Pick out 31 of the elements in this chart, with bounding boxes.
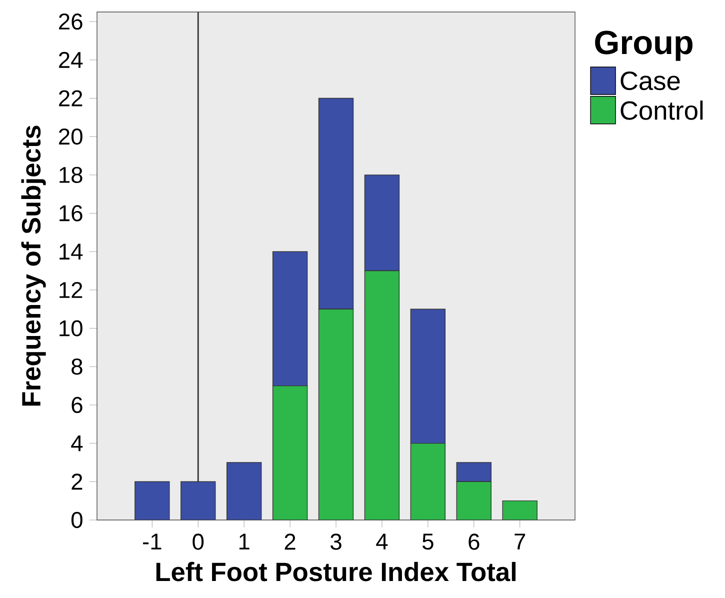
x-axis-title: Left Foot Posture Index Total <box>156 562 516 582</box>
y-tick-label: 24 <box>59 52 83 68</box>
x-tick-label: -1 <box>143 534 162 550</box>
y-tick-label: 4 <box>71 435 83 452</box>
y-axis-title: Frequency of Subjects <box>21 126 46 406</box>
legend-label: Case <box>620 71 680 90</box>
y-tick-label: 8 <box>72 358 82 375</box>
x-tick-label: 6 <box>468 534 480 550</box>
y-tick-label: 22 <box>59 90 82 106</box>
x-tick-label: 2 <box>284 534 296 550</box>
y-tick-label: 0 <box>71 512 82 528</box>
y-tick-label: 14 <box>60 244 83 260</box>
y-tick-label: 20 <box>59 128 82 145</box>
x-tick-label: 3 <box>330 534 342 550</box>
x-tick-label: 1 <box>239 534 250 550</box>
legend-label: Control <box>620 100 703 120</box>
y-tick-label: 18 <box>60 166 82 184</box>
y-tick-label: 6 <box>72 396 82 414</box>
y-tick-label: 16 <box>60 205 82 222</box>
x-tick-label: 4 <box>376 534 388 550</box>
y-tick-label: 2 <box>72 474 82 490</box>
x-tick-label: 7 <box>514 534 526 550</box>
y-tick-label: 26 <box>59 13 82 30</box>
legend-title: Group <box>595 30 692 61</box>
bar <box>134 481 170 520</box>
y-tick-label: 12 <box>60 282 82 298</box>
bar <box>226 462 262 520</box>
y-tick-label: 10 <box>60 320 82 336</box>
x-tick-label: 5 <box>422 534 434 550</box>
x-tick-label: 0 <box>192 534 204 550</box>
bar <box>502 500 538 520</box>
